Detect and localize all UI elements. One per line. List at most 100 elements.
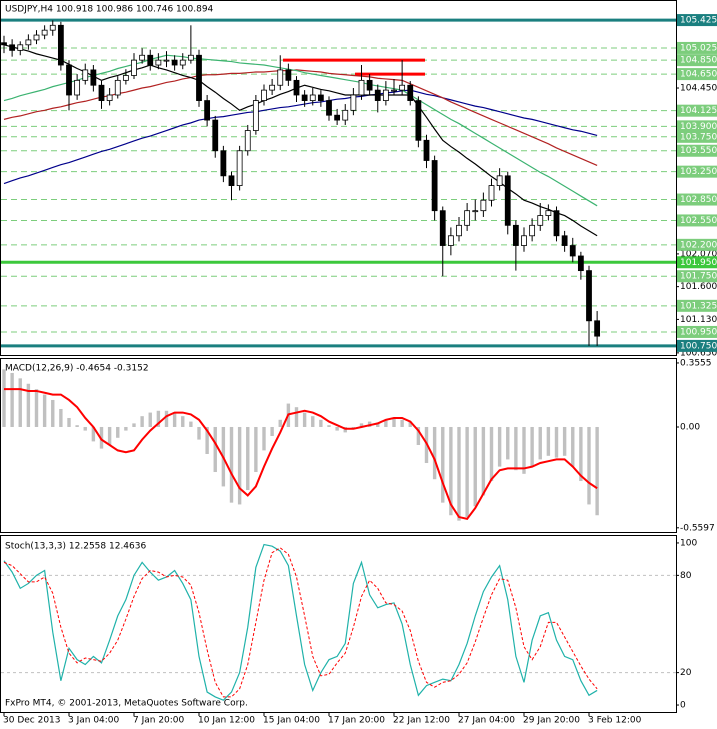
hline-label-box: [677, 256, 717, 269]
candle-body: [334, 114, 341, 121]
level-label-box: [677, 299, 717, 312]
macd-bar: [116, 426, 120, 438]
candle-body: [9, 44, 16, 51]
candle-body: [106, 94, 113, 101]
candle-body: [25, 39, 32, 46]
macd-bar: [441, 426, 445, 503]
watermark: FxPro MT4, © 2001-2013, MetaQuotes Softw…: [5, 699, 248, 709]
y-tick-label: 101.130: [680, 315, 717, 325]
macd-bar: [497, 426, 502, 467]
macd-bar: [587, 426, 591, 505]
candle-body: [415, 100, 422, 141]
macd-bar: [327, 425, 331, 427]
macd-bar: [156, 410, 161, 427]
macd-bar: [473, 426, 477, 507]
macd-bar: [538, 426, 542, 460]
macd-bar: [132, 423, 136, 427]
macd-bar: [83, 426, 87, 431]
level-label-box: [677, 193, 717, 206]
candle-body: [122, 75, 129, 81]
macd-bar: [562, 426, 567, 456]
level-label: 103.750: [680, 132, 717, 142]
candle-body: [569, 245, 576, 257]
level-label: 102.550: [680, 216, 717, 226]
macd-bar: [107, 426, 112, 445]
level-label-box: [677, 325, 717, 338]
candle-body: [537, 215, 544, 226]
level-label: 102.850: [680, 195, 717, 205]
macd-bar: [530, 426, 534, 467]
stoch-title: Stoch(13,3,3) 12.2558 12.4636: [5, 542, 146, 552]
macd-bar: [481, 426, 486, 496]
candle-body: [212, 119, 219, 152]
candle-body: [90, 69, 97, 86]
level-label: 104.125: [680, 106, 717, 116]
stoch-panel-frame: [0, 535, 677, 713]
candle-body: [66, 64, 72, 96]
x-tick-label: 30 Dec 2013: [3, 716, 61, 726]
moving-average: [3, 54, 598, 207]
macd-bar: [384, 419, 388, 427]
level-label: 102.200: [680, 240, 717, 250]
candle-body: [204, 100, 211, 121]
candle-body: [171, 59, 178, 66]
macd-bar: [400, 419, 404, 427]
candle-body: [342, 109, 349, 121]
level-label-box: [677, 41, 717, 54]
candle-body: [155, 59, 162, 66]
candle-body: [131, 59, 137, 76]
level-label-box: [677, 54, 717, 67]
level-label-box: [677, 104, 717, 117]
y-tick-label: 101.600: [680, 282, 717, 292]
candle-body: [423, 139, 430, 161]
candle-body: [82, 69, 89, 81]
macd-bar: [172, 412, 177, 427]
macd-bar: [10, 372, 14, 427]
macd-bar: [51, 399, 55, 427]
y-tick-label: 80: [680, 571, 692, 581]
moving-average: [3, 89, 598, 185]
macd-bar: [554, 426, 559, 458]
level-label: 101.750: [680, 272, 717, 282]
level-label-box: [677, 144, 717, 157]
candle-body: [472, 210, 479, 213]
x-tick-label: 15 Jan 04:00: [263, 716, 320, 726]
x-tick-label: 3 Feb 12:00: [588, 716, 642, 726]
candle-body: [196, 54, 202, 101]
macd-bar: [42, 394, 47, 427]
macd-bar: [408, 421, 412, 427]
candle-body: [374, 89, 381, 101]
macd-bar: [449, 426, 453, 516]
macd-bar: [465, 426, 469, 518]
candle-body: [17, 44, 24, 51]
plot-layer: 104.450 102.070 101.600 101.130 100.650 105.0…: [1, 14, 717, 726]
macd-bar: [91, 426, 96, 442]
candle-body: [496, 175, 503, 186]
candle-body: [594, 320, 601, 337]
candle-body: [1, 42, 7, 46]
x-tick-label: 3 Jan 04:00: [68, 716, 120, 726]
candle-body: [252, 100, 259, 131]
candle-body: [456, 224, 462, 237]
macd-bar: [457, 426, 461, 521]
candle-body: [529, 224, 536, 237]
macd-bar: [124, 426, 128, 431]
macd-title: MACD(12,26,9) -0.4654 -0.3152: [5, 364, 149, 374]
level-label: 103.900: [680, 122, 717, 132]
x-tick-label: 22 Jan 12:00: [393, 716, 450, 726]
candle-body: [98, 84, 105, 101]
candle-body: [553, 210, 560, 237]
candle-body: [382, 89, 389, 101]
x-tick-label: 10 Jan 12:00: [198, 716, 255, 726]
macd-bar: [571, 426, 575, 467]
macd-bar: [311, 416, 315, 427]
candle-body: [269, 84, 276, 91]
hline-label: 100.750: [680, 341, 717, 351]
candle-body: [57, 24, 64, 66]
level-label-box: [677, 68, 717, 81]
macd-bar: [254, 426, 258, 473]
candle-body: [293, 79, 300, 96]
y-tick-label: 0: [680, 701, 686, 711]
